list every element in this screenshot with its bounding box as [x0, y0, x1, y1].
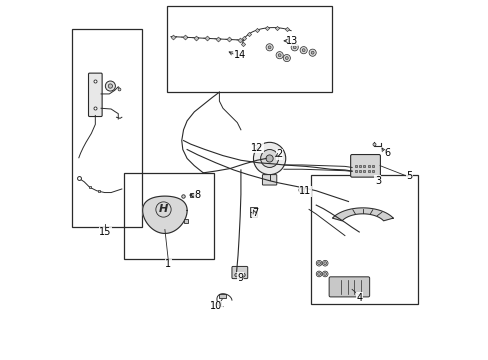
Circle shape	[298, 187, 304, 193]
Circle shape	[293, 46, 296, 49]
FancyBboxPatch shape	[88, 73, 102, 117]
Circle shape	[260, 149, 278, 167]
Circle shape	[253, 142, 285, 175]
Bar	[310, 175, 418, 304]
Circle shape	[290, 44, 298, 51]
Circle shape	[302, 49, 305, 51]
Text: 5: 5	[406, 171, 412, 181]
Circle shape	[317, 262, 320, 265]
Circle shape	[285, 57, 287, 59]
Bar	[124, 173, 214, 259]
Polygon shape	[332, 208, 392, 221]
FancyBboxPatch shape	[350, 154, 380, 177]
Circle shape	[323, 262, 326, 265]
Bar	[72, 30, 142, 226]
FancyBboxPatch shape	[262, 175, 276, 185]
Text: 12: 12	[250, 143, 263, 153]
Text: 3: 3	[374, 176, 380, 186]
Text: 1: 1	[165, 259, 171, 269]
Circle shape	[322, 271, 327, 277]
Text: 14: 14	[234, 50, 246, 60]
Circle shape	[108, 84, 112, 88]
Circle shape	[310, 51, 313, 54]
Text: H: H	[158, 204, 167, 214]
Circle shape	[316, 271, 321, 277]
Text: 4: 4	[355, 293, 362, 303]
Bar	[190, 193, 196, 197]
Text: 13: 13	[285, 36, 297, 46]
Circle shape	[191, 193, 195, 197]
Text: 8: 8	[194, 190, 200, 200]
Text: 11: 11	[299, 186, 311, 197]
Circle shape	[241, 273, 244, 277]
Circle shape	[322, 260, 327, 266]
Circle shape	[317, 273, 320, 275]
Circle shape	[308, 49, 316, 56]
Bar	[249, 212, 256, 217]
Circle shape	[105, 81, 115, 91]
Text: 9: 9	[237, 273, 243, 283]
Bar	[218, 294, 225, 298]
Circle shape	[267, 46, 270, 49]
Circle shape	[300, 46, 306, 54]
Text: 10: 10	[210, 301, 222, 311]
FancyBboxPatch shape	[231, 266, 247, 279]
Polygon shape	[142, 196, 187, 233]
Circle shape	[265, 155, 273, 162]
Text: 2: 2	[276, 149, 282, 159]
FancyBboxPatch shape	[328, 277, 369, 297]
Circle shape	[276, 51, 283, 59]
Bar	[249, 207, 256, 212]
Circle shape	[278, 54, 281, 57]
Bar	[167, 6, 332, 92]
Text: 7: 7	[252, 208, 258, 218]
Circle shape	[316, 260, 321, 266]
Text: 15: 15	[99, 227, 111, 237]
Circle shape	[323, 273, 326, 275]
Circle shape	[234, 273, 238, 277]
Text: 6: 6	[384, 148, 389, 158]
Circle shape	[265, 44, 273, 51]
Circle shape	[283, 54, 290, 62]
